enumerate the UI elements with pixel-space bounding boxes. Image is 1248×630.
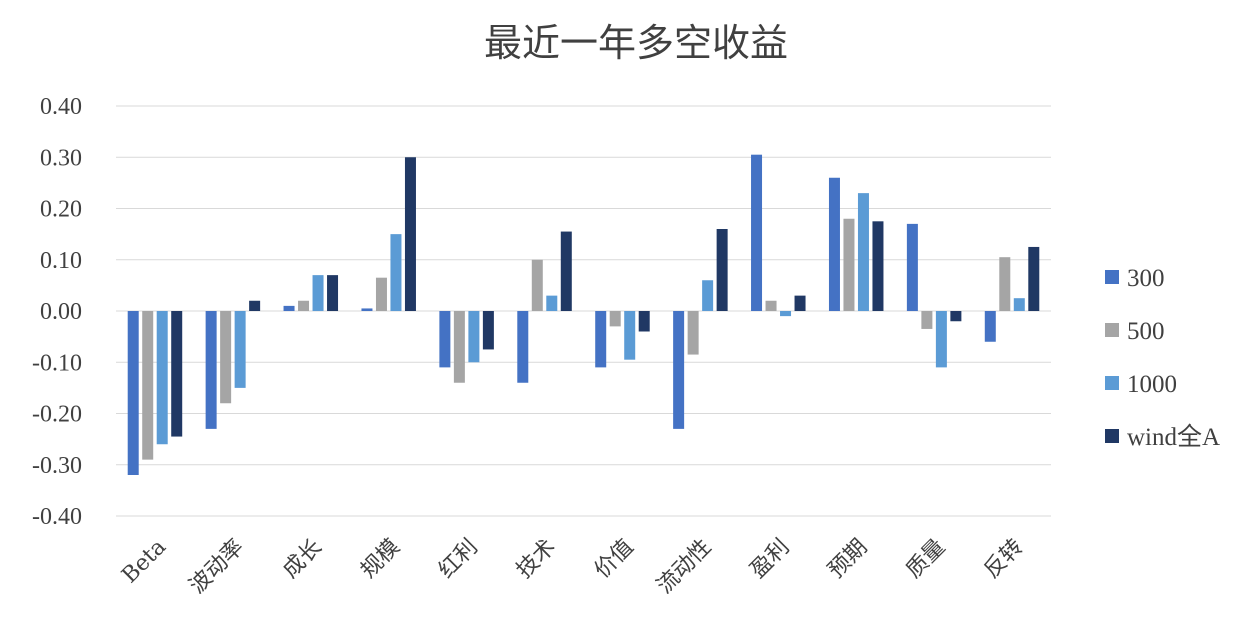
x-tick-label: 规模: [356, 535, 405, 584]
legend-label: wind全A: [1127, 423, 1220, 451]
y-tick-label: 0.10: [40, 248, 82, 274]
bar-wind全A-技术: [560, 231, 572, 311]
legend-label: 500: [1127, 318, 1165, 345]
bar-500-反转: [999, 257, 1011, 311]
x-tick-label: 盈利: [746, 535, 795, 584]
bar-500-价值: [609, 311, 621, 327]
bar-wind全A-反转: [1028, 246, 1040, 311]
bar-1000-流动性: [702, 280, 714, 311]
bar-wind全A-成长: [327, 275, 339, 312]
bar-500-预期: [843, 218, 855, 311]
bar-wind全A-Beta: [171, 311, 183, 437]
bar-wind全A-价值: [638, 311, 650, 332]
bar-300-预期: [828, 177, 840, 311]
bar-1000-Beta: [156, 311, 168, 445]
bar-500-Beta: [142, 311, 154, 460]
bar-wind全A-红利: [482, 311, 494, 350]
bar-300-波动率: [205, 311, 217, 429]
bar-500-质量: [921, 311, 933, 329]
x-tick-label: 质量: [902, 535, 951, 584]
x-axis-labels: Beta 波动率 成长 规模 红利 技术 价值 流动性 盈利 预期 质量 反转: [117, 535, 1028, 599]
x-tick-label: 价值: [590, 535, 639, 584]
grid-layer: [116, 105, 1051, 517]
bar-300-盈利: [751, 154, 763, 311]
bar-1000-成长: [312, 275, 324, 312]
bar-1000-技术: [546, 295, 558, 312]
bar-1000-波动率: [234, 311, 246, 388]
bar-1000-盈利: [780, 311, 792, 317]
legend-swatch: [1105, 270, 1119, 284]
y-axis-ticks: 0.40 0.30 0.20 0.10 0.00 -0.10 -0.20 -0.30 -0.40: [32, 94, 82, 530]
x-tick-label: 技术: [512, 535, 561, 584]
bar-wind全A-质量: [950, 311, 962, 322]
bar-500-红利: [453, 311, 465, 383]
bar-wind全A-规模: [404, 157, 416, 311]
bar-wind全A-波动率: [249, 300, 261, 311]
bar-1000-价值: [624, 311, 636, 360]
bar-1000-预期: [857, 193, 869, 312]
legend-label: 300: [1127, 265, 1165, 292]
bar-1000-红利: [468, 311, 480, 363]
y-tick-label: 0.20: [40, 197, 82, 223]
bar-300-流动性: [673, 311, 685, 429]
bar-300-成长: [283, 305, 295, 312]
bar-300-价值: [595, 311, 607, 368]
chart-title: 最近一年多空收益: [484, 21, 788, 65]
bar-300-技术: [517, 311, 529, 383]
bar-500-技术: [531, 259, 543, 311]
bar-300-质量: [906, 223, 918, 312]
x-tick-label: 流动性: [652, 535, 716, 599]
x-tick-label: 预期: [824, 535, 873, 584]
bar-500-盈利: [765, 300, 777, 311]
x-tick-label: Beta: [117, 535, 171, 589]
bar-wind全A-盈利: [794, 295, 806, 312]
y-tick-label: 0.30: [40, 145, 82, 171]
y-tick-label: -0.10: [32, 350, 82, 376]
y-tick-label: 0.00: [40, 299, 82, 325]
bar-300-红利: [439, 311, 451, 368]
x-tick-label: 波动率: [185, 535, 249, 599]
y-tick-label: -0.40: [32, 504, 82, 530]
bar-500-波动率: [220, 311, 232, 404]
y-tick-label: -0.20: [32, 402, 82, 428]
legend-label: 1000: [1127, 371, 1177, 398]
bar-1000-质量: [935, 311, 947, 368]
x-tick-label: 反转: [979, 535, 1028, 584]
bar-wind全A-流动性: [716, 229, 728, 311]
legend-swatch: [1105, 429, 1119, 443]
bar-300-反转: [984, 311, 996, 342]
bar-500-流动性: [687, 311, 699, 355]
legend-swatch: [1105, 376, 1119, 390]
legend-swatch: [1105, 323, 1119, 337]
y-tick-label: -0.30: [32, 453, 82, 479]
bars-layer: [127, 154, 1040, 475]
x-tick-label: 成长: [278, 535, 327, 584]
legend: 300 500 1000 wind全A: [1105, 265, 1220, 451]
bar-1000-反转: [1013, 298, 1025, 311]
bar-500-规模: [375, 277, 387, 311]
bar-300-规模: [361, 308, 373, 311]
bar-wind全A-预期: [872, 221, 884, 311]
x-tick-label: 红利: [434, 535, 483, 584]
bar-1000-规模: [390, 234, 402, 312]
bar-300-Beta: [127, 311, 139, 475]
bar-500-成长: [298, 300, 310, 311]
y-tick-label: 0.40: [40, 94, 82, 120]
